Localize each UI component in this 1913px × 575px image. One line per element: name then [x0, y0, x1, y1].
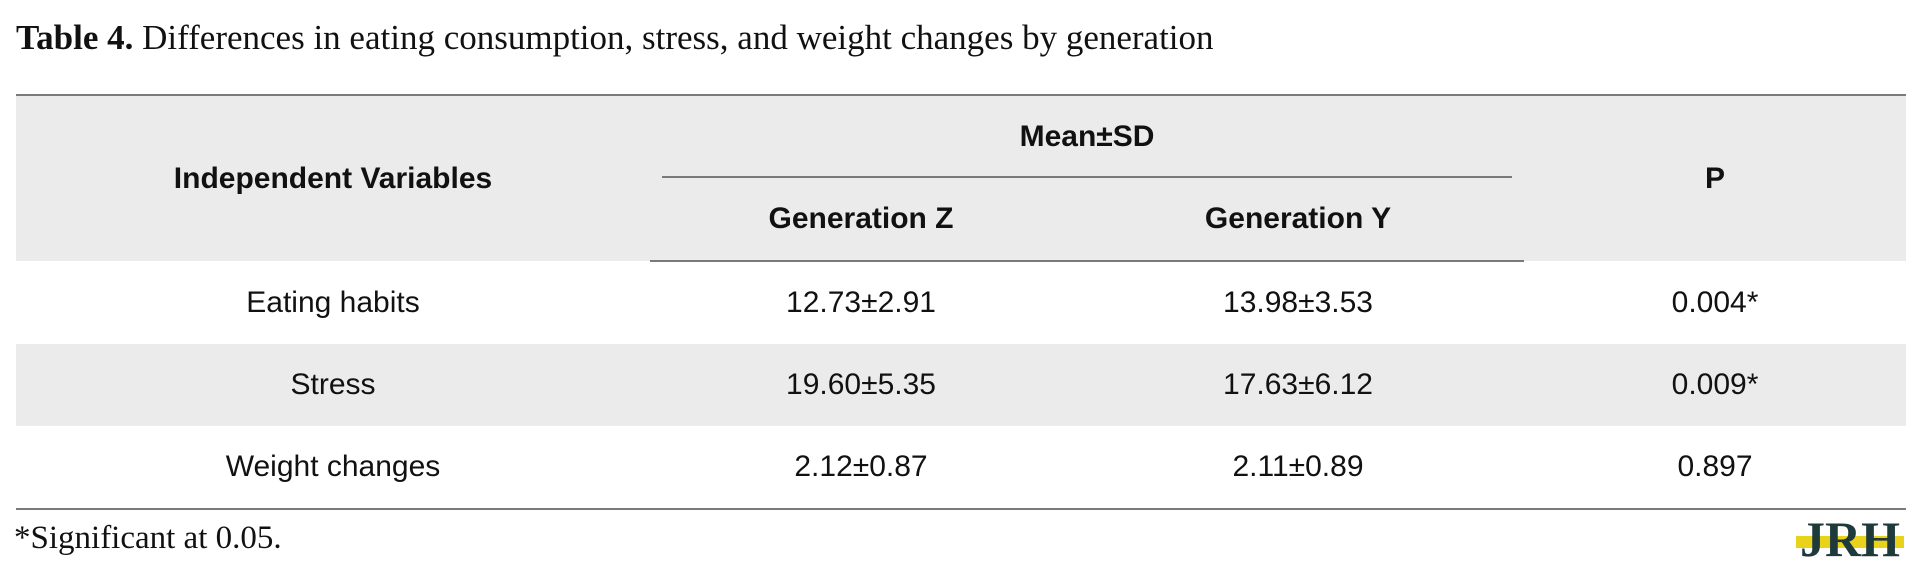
- cell-variable: Stress: [16, 344, 650, 426]
- cell-p: 0.004*: [1671, 285, 1759, 319]
- table-row: Stress 19.60±5.35 17.63±6.12 0.009*: [16, 344, 1907, 426]
- results-table: Independent Variables Mean±SD P Generati…: [16, 94, 1907, 510]
- table-caption-text: Differences in eating consumption, stres…: [133, 18, 1214, 57]
- journal-logo: JRH: [1796, 512, 1904, 562]
- header-mean-sd: Mean±SD: [650, 94, 1525, 178]
- header-mean-sd-label: Mean±SD: [1019, 120, 1155, 153]
- header-generation-z: Generation Z: [650, 178, 1072, 262]
- cell-gen-z: 19.60±5.35: [650, 344, 1072, 426]
- cell-p: 0.897: [1524, 426, 1907, 510]
- cell-gen-y: 13.98±3.53: [1223, 286, 1373, 319]
- journal-logo-text: JRH: [1800, 512, 1900, 562]
- cell-gen-y: 2.11±0.89: [1072, 426, 1525, 510]
- table-row: Eating habits 12.73±2.91 13.98±3.53 0.00…: [16, 261, 1906, 344]
- table-body: Eating habits 12.73±2.91 13.98±3.53 0.00…: [16, 261, 1907, 510]
- header-generation-y: Generation Y: [1072, 178, 1525, 262]
- table-caption-label: Table 4.: [16, 18, 134, 57]
- cell-gen-z: 12.73±2.91: [786, 286, 936, 319]
- header-mean-sd-rule: [662, 176, 1513, 178]
- cell-variable: Weight changes: [16, 426, 650, 510]
- table-footnote: *Significant at 0.05.: [14, 520, 282, 556]
- cell-variable: Eating habits: [246, 285, 420, 319]
- table-row: Weight changes 2.12±0.87 2.11±0.89 0.897: [16, 426, 1907, 510]
- header-independent-variables: Independent Variables: [16, 94, 650, 261]
- table-caption: Table 4. Differences in eating consumpti…: [16, 16, 1214, 60]
- table-header: Independent Variables Mean±SD P Generati…: [16, 94, 1907, 262]
- cell-gen-z: 2.12±0.87: [650, 426, 1072, 510]
- cell-gen-y: 17.63±6.12: [1072, 344, 1525, 426]
- cell-p: 0.009*: [1524, 344, 1907, 426]
- header-p: P: [1524, 94, 1907, 261]
